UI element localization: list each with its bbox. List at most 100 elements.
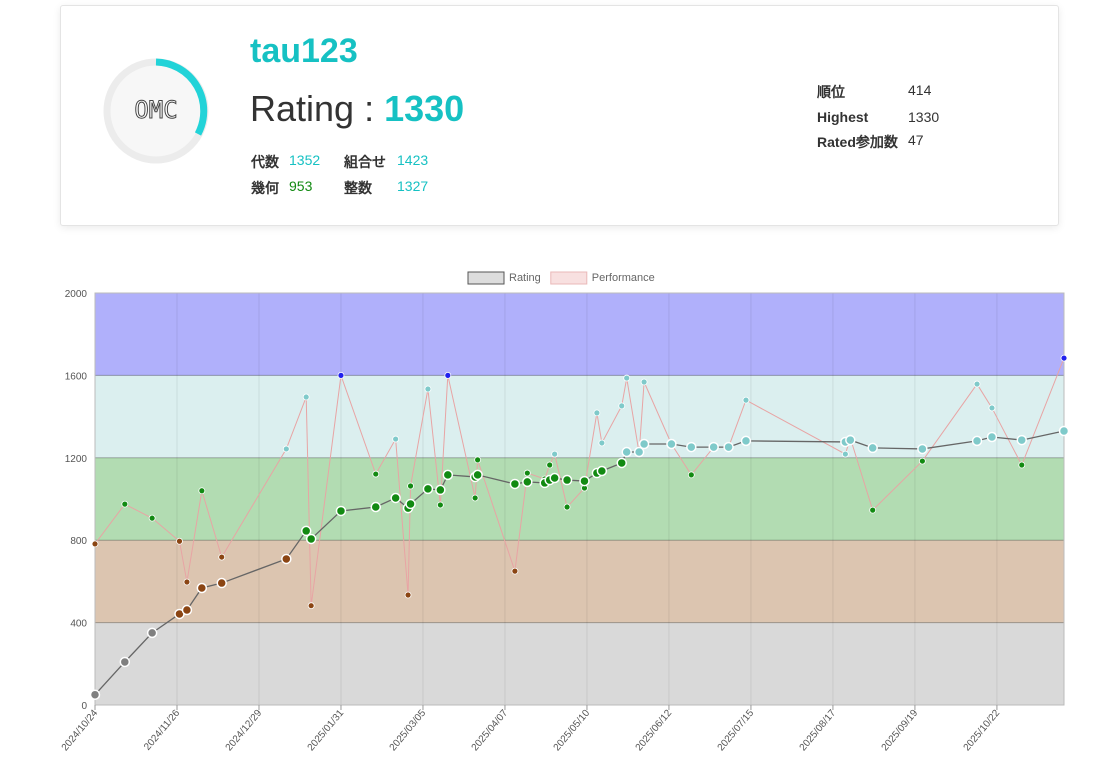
data-point <box>596 465 608 477</box>
stat-value: 1330 <box>908 109 940 125</box>
legend-label: Rating <box>509 272 541 284</box>
genre-name: 幾何 <box>251 180 279 196</box>
y-tick-label: 0 <box>81 701 87 712</box>
data-point <box>435 484 446 496</box>
data-point <box>621 446 632 458</box>
profile-card: OMC tau123 Rating : 1330 代数 1352 組合せ 1423 幾何… <box>60 5 1059 226</box>
data-point <box>523 469 531 477</box>
data-point <box>181 604 193 616</box>
data-point <box>121 500 129 508</box>
genre-value: 1423 <box>397 152 429 168</box>
data-point <box>593 409 601 417</box>
data-point <box>198 487 206 495</box>
rating-value: 1330 <box>384 88 465 129</box>
data-point <box>740 435 752 447</box>
rating: Rating : 1330 <box>250 88 464 130</box>
data-point <box>618 402 626 410</box>
data-point <box>841 450 849 458</box>
x-tick-label: 2025/07/15 <box>716 708 757 754</box>
logo-text: OMC <box>134 96 177 124</box>
plot-frame <box>94 292 1065 706</box>
data-point <box>742 396 750 404</box>
x-tick-label: 2024/10/24 <box>60 708 101 754</box>
data-point <box>424 385 432 393</box>
data-point <box>305 533 317 545</box>
data-point <box>666 438 677 450</box>
data-point <box>1060 354 1068 362</box>
data-point <box>1016 434 1028 446</box>
data-point <box>422 483 434 495</box>
data-point <box>300 525 312 537</box>
data-point <box>563 503 571 511</box>
x-tick-label: 2025/01/31 <box>306 708 347 754</box>
y-tick-label: 1600 <box>65 371 88 382</box>
data-point <box>973 380 981 388</box>
genre-value: 1327 <box>397 178 429 194</box>
data-point <box>405 498 416 510</box>
data-point <box>522 476 533 488</box>
data-point <box>867 442 878 454</box>
legend-swatch <box>467 271 505 285</box>
y-tick-label: 1200 <box>65 454 88 465</box>
logo-arc <box>155 58 208 136</box>
genre-value: 1352 <box>289 152 321 168</box>
logo: OMC <box>103 58 209 164</box>
rating-band <box>95 375 1064 458</box>
rating-band <box>95 540 1064 623</box>
data-point <box>687 471 695 479</box>
stat-label: Highest <box>817 109 869 125</box>
data-point <box>616 457 627 469</box>
data-point <box>442 469 454 481</box>
data-point <box>845 434 856 446</box>
x-tick-label: 2025/05/10 <box>552 708 593 754</box>
data-point <box>988 404 996 412</box>
stat-value: 414 <box>908 82 932 98</box>
data-point <box>638 438 650 450</box>
data-point <box>119 656 131 668</box>
y-tick-label: 400 <box>70 619 87 630</box>
data-point <box>436 501 444 509</box>
data-point <box>307 602 315 610</box>
genre-name: 代数 <box>251 154 279 170</box>
data-point <box>281 553 292 565</box>
data-point <box>1018 461 1026 469</box>
stats: 順位 414 Highest 1330 Rated参加数 47 <box>817 82 968 152</box>
data-point <box>370 501 382 513</box>
x-tick-label: 2024/11/26 <box>142 708 182 753</box>
data-point <box>176 537 183 545</box>
data-point <box>723 441 734 453</box>
rating-band <box>95 622 1064 705</box>
data-point <box>89 689 101 700</box>
data-point <box>551 450 559 458</box>
data-point <box>372 470 380 478</box>
data-point <box>474 456 482 464</box>
data-point <box>390 492 401 504</box>
data-point <box>598 439 606 447</box>
data-point <box>579 475 590 487</box>
data-point <box>686 441 697 453</box>
data-point <box>148 514 156 522</box>
data-point <box>472 469 483 481</box>
data-point <box>509 478 521 490</box>
data-point <box>183 578 191 586</box>
stat-value: 47 <box>908 132 924 148</box>
stat-label: Rated参加数 <box>817 134 898 150</box>
stat-label: 順位 <box>817 84 845 100</box>
data-point <box>918 457 926 465</box>
data-point <box>546 461 554 469</box>
data-point <box>196 582 208 594</box>
y-tick-label: 2000 <box>65 289 88 300</box>
data-point <box>1058 425 1070 437</box>
legend-label: Performance <box>592 272 655 284</box>
x-tick-label: 2024/12/29 <box>224 708 265 754</box>
data-point <box>282 445 290 453</box>
x-tick-label: 2025/09/19 <box>880 708 921 754</box>
rating-label: Rating : <box>250 88 385 129</box>
data-point <box>561 474 573 486</box>
x-tick-label: 2025/04/07 <box>470 708 511 754</box>
x-tick-label: 2025/06/12 <box>634 708 675 754</box>
data-point <box>471 494 479 502</box>
data-point <box>218 553 226 561</box>
data-point <box>633 446 645 458</box>
